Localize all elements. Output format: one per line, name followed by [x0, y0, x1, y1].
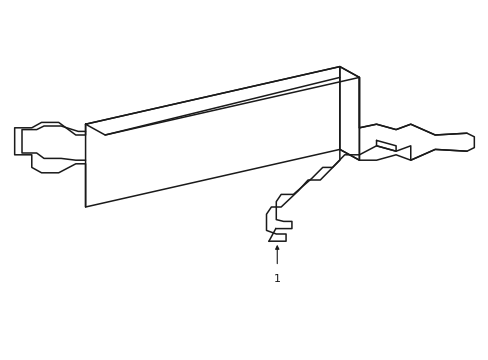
Text: 1: 1: [273, 274, 280, 284]
